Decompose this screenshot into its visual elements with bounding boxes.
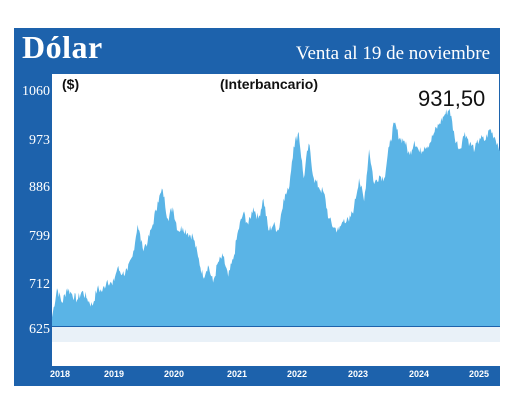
chart-title: Dólar [22, 29, 103, 65]
chart-label: (Interbancario) [220, 76, 319, 92]
y-tick-label: 799 [29, 229, 50, 244]
year-label: 2018 [49, 369, 71, 379]
year-label: 2021 [226, 369, 248, 379]
y-axis-strip [14, 74, 52, 386]
area-series [52, 108, 500, 326]
y-tick-label: 886 [29, 180, 50, 195]
year-label: 2023 [347, 369, 369, 379]
year-label: 2022 [286, 369, 308, 379]
chart-header [14, 28, 500, 74]
x-axis-year-band [14, 366, 500, 386]
plot-area [52, 108, 500, 326]
y-tick-label: 712 [29, 277, 50, 292]
y-tick-label: 1060 [22, 84, 50, 99]
x-axis-day-band [52, 326, 500, 342]
year-label: 2019 [103, 369, 125, 379]
year-label: 2025 [468, 369, 490, 379]
x-axis-month-band [52, 342, 500, 366]
year-label: 2020 [163, 369, 185, 379]
y-tick-label: 973 [29, 133, 50, 148]
y-tick-label: 625 [29, 322, 50, 337]
last-value-label: 931,50 [418, 86, 486, 111]
year-label: 2024 [408, 369, 430, 379]
y-axis-unit: ($) [62, 76, 80, 92]
chart-subtitle: Venta al 19 de noviembre [295, 43, 490, 64]
